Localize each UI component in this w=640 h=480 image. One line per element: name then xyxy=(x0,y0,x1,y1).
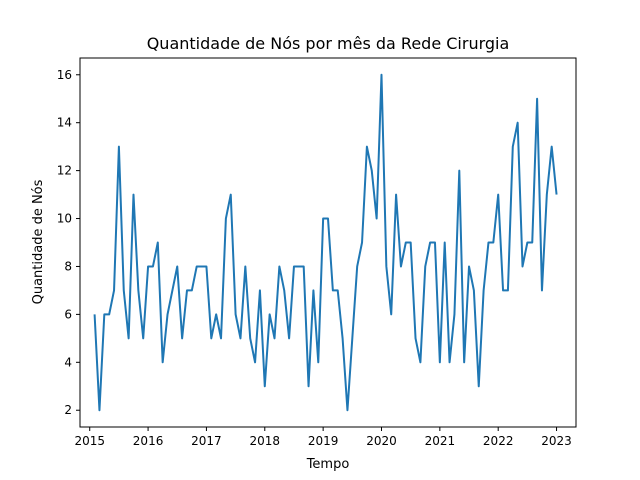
y-axis-ticks: 2 4 6 8 10 12 14 16 xyxy=(57,68,80,417)
x-tick-label: 2017 xyxy=(191,434,222,448)
x-tick-label: 2020 xyxy=(366,434,397,448)
y-tick-label: 2 xyxy=(64,403,72,417)
x-tick-label: 2022 xyxy=(483,434,514,448)
x-tick-label: 2021 xyxy=(425,434,456,448)
x-axis-ticks: 2015 2016 2017 2018 2019 2020 2021 2022 2023 xyxy=(74,427,572,448)
y-axis-label: Quantidade de Nós xyxy=(31,179,46,304)
x-tick-label: 2018 xyxy=(250,434,281,448)
y-tick-label: 8 xyxy=(64,259,72,273)
y-tick-label: 16 xyxy=(57,68,72,82)
x-tick-label: 2023 xyxy=(541,434,572,448)
axes-frame xyxy=(79,57,577,428)
x-tick-label: 2015 xyxy=(74,434,105,448)
y-tick-label: 12 xyxy=(57,164,72,178)
y-tick-label: 4 xyxy=(64,355,72,369)
x-axis-label: Tempo xyxy=(306,457,350,472)
y-tick-label: 6 xyxy=(64,307,72,321)
chart-title: Quantidade de Nós por mês da Rede Cirurg… xyxy=(147,34,510,53)
series-line xyxy=(93,73,558,412)
x-tick-label: 2016 xyxy=(133,434,164,448)
plot-area xyxy=(79,57,577,428)
x-tick-label: 2019 xyxy=(308,434,339,448)
y-tick-label: 10 xyxy=(57,212,72,226)
y-tick-label: 14 xyxy=(57,116,72,130)
